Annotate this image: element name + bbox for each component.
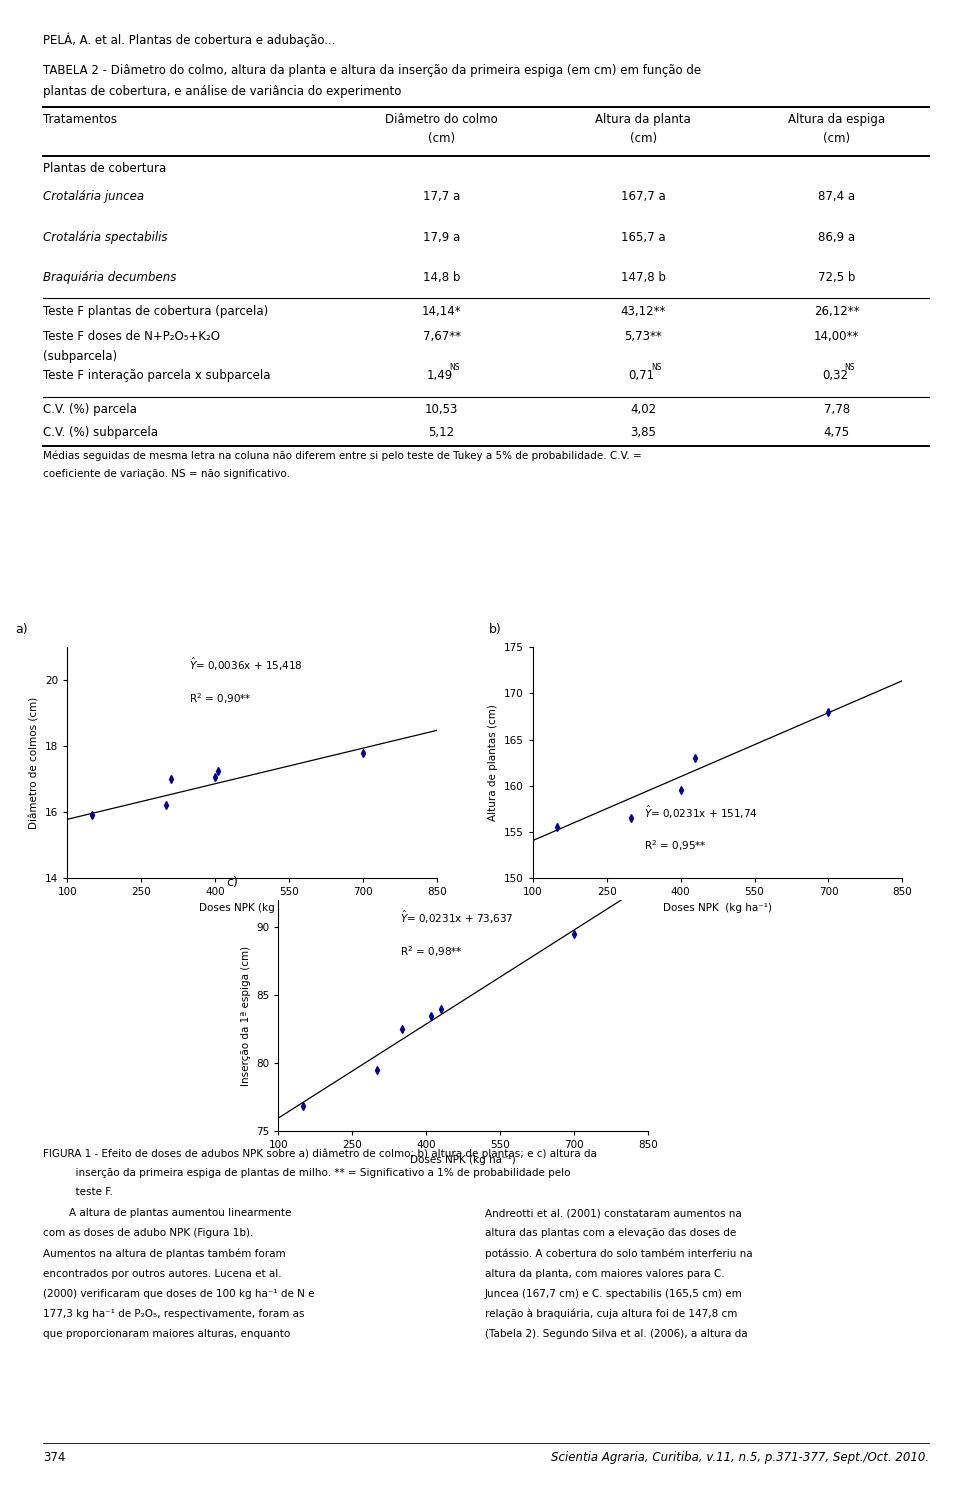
Text: 14,00**: 14,00** <box>814 330 859 344</box>
Text: Crotalária spectabilis: Crotalária spectabilis <box>43 231 168 244</box>
Y-axis label: Altura de plantas (cm): Altura de plantas (cm) <box>489 704 498 821</box>
Text: Plantas de cobertura: Plantas de cobertura <box>43 162 166 176</box>
Text: altura das plantas com a elevação das doses de: altura das plantas com a elevação das do… <box>485 1229 736 1238</box>
Text: C.V. (%) subparcela: C.V. (%) subparcela <box>43 426 158 439</box>
Text: 5,12: 5,12 <box>428 426 455 439</box>
Text: Teste F interação parcela x subparcela: Teste F interação parcela x subparcela <box>43 369 271 382</box>
Text: (2000) verificaram que doses de 100 kg ha⁻¹ de N e: (2000) verificaram que doses de 100 kg h… <box>43 1289 315 1299</box>
Text: Andreotti et al. (2001) constataram aumentos na: Andreotti et al. (2001) constataram aume… <box>485 1208 741 1219</box>
Text: 165,7 a: 165,7 a <box>621 231 665 244</box>
Text: 7,78: 7,78 <box>824 403 850 417</box>
Text: 43,12**: 43,12** <box>620 305 666 318</box>
Text: R$^2$ = 0,95**: R$^2$ = 0,95** <box>644 838 707 853</box>
Text: Crotalária juncea: Crotalária juncea <box>43 190 144 204</box>
Text: Teste F plantas de cobertura (parcela): Teste F plantas de cobertura (parcela) <box>43 305 269 318</box>
Text: 86,9 a: 86,9 a <box>818 231 855 244</box>
Text: (cm): (cm) <box>630 132 657 146</box>
X-axis label: Doses NPK  (kg ha⁻¹): Doses NPK (kg ha⁻¹) <box>663 903 772 912</box>
Text: 4,75: 4,75 <box>824 426 850 439</box>
Text: Médias seguidas de mesma letra na coluna não diferem entre si pelo teste de Tuke: Médias seguidas de mesma letra na coluna… <box>43 451 642 461</box>
Text: NS: NS <box>651 363 661 372</box>
Text: TABELA 2 - Diâmetro do colmo, altura da planta e altura da inserção da primeira : TABELA 2 - Diâmetro do colmo, altura da … <box>43 64 702 77</box>
Text: Juncea (167,7 cm) e C. spectabilis (165,5 cm) em: Juncea (167,7 cm) e C. spectabilis (165,… <box>485 1289 742 1299</box>
Text: Braquiária decumbens: Braquiária decumbens <box>43 271 177 284</box>
Text: $\hat{Y}$= 0,0036x + 15,418: $\hat{Y}$= 0,0036x + 15,418 <box>189 656 302 674</box>
Text: NS: NS <box>845 363 855 372</box>
Text: 87,4 a: 87,4 a <box>818 190 855 204</box>
Text: 26,12**: 26,12** <box>814 305 859 318</box>
Text: (cm): (cm) <box>428 132 455 146</box>
Text: Scientia Agraria, Curitiba, v.11, n.5, p.371-377, Sept./Oct. 2010.: Scientia Agraria, Curitiba, v.11, n.5, p… <box>551 1451 929 1464</box>
Text: A altura de plantas aumentou linearmente: A altura de plantas aumentou linearmente <box>43 1208 292 1219</box>
Text: 4,02: 4,02 <box>630 403 657 417</box>
X-axis label: Doses NPK (kg ha⁻¹): Doses NPK (kg ha⁻¹) <box>199 903 305 912</box>
Text: $\hat{Y}$= 0,0231x + 151,74: $\hat{Y}$= 0,0231x + 151,74 <box>644 804 757 821</box>
Text: 17,7 a: 17,7 a <box>423 190 460 204</box>
Text: (Tabela 2). Segundo Silva et al. (2006), a altura da: (Tabela 2). Segundo Silva et al. (2006),… <box>485 1329 748 1339</box>
Text: R$^2$ = 0,98**: R$^2$ = 0,98** <box>400 943 463 958</box>
Text: a): a) <box>15 623 28 637</box>
Text: 147,8 b: 147,8 b <box>621 271 665 284</box>
Text: Diâmetro do colmo: Diâmetro do colmo <box>385 113 498 126</box>
Text: 14,14*: 14,14* <box>421 305 462 318</box>
Text: $\hat{Y}$= 0,0231x + 73,637: $\hat{Y}$= 0,0231x + 73,637 <box>400 909 514 927</box>
Text: 5,73**: 5,73** <box>624 330 662 344</box>
Y-axis label: Diâmetro de colmos (cm): Diâmetro de colmos (cm) <box>30 696 39 829</box>
Text: 7,67**: 7,67** <box>422 330 461 344</box>
Text: que proporcionaram maiores alturas, enquanto: que proporcionaram maiores alturas, enqu… <box>43 1329 291 1339</box>
Text: 167,7 a: 167,7 a <box>621 190 665 204</box>
Text: Tratamentos: Tratamentos <box>43 113 117 126</box>
Text: Altura da planta: Altura da planta <box>595 113 691 126</box>
Text: com as doses de adubo NPK (Figura 1b).: com as doses de adubo NPK (Figura 1b). <box>43 1229 253 1238</box>
Text: 10,53: 10,53 <box>425 403 458 417</box>
Text: C.V. (%) parcela: C.V. (%) parcela <box>43 403 137 417</box>
Text: Aumentos na altura de plantas também foram: Aumentos na altura de plantas também for… <box>43 1248 286 1259</box>
Text: 177,3 kg ha⁻¹ de P₂O₅, respectivamente, foram as: 177,3 kg ha⁻¹ de P₂O₅, respectivamente, … <box>43 1309 304 1318</box>
Text: 72,5 b: 72,5 b <box>818 271 855 284</box>
Text: encontrados por outros autores. Lucena et al.: encontrados por outros autores. Lucena e… <box>43 1268 282 1278</box>
Text: 374: 374 <box>43 1451 65 1464</box>
Text: 1,49: 1,49 <box>427 369 453 382</box>
X-axis label: Doses NPK (kg ha⁻¹): Doses NPK (kg ha⁻¹) <box>410 1156 516 1165</box>
Text: b): b) <box>489 623 501 637</box>
Text: 14,8 b: 14,8 b <box>423 271 460 284</box>
Text: relação à braquiária, cuja altura foi de 147,8 cm: relação à braquiária, cuja altura foi de… <box>485 1309 737 1320</box>
Text: plantas de cobertura, e análise de variância do experimento: plantas de cobertura, e análise de variâ… <box>43 85 401 98</box>
Text: altura da planta, com maiores valores para C.: altura da planta, com maiores valores pa… <box>485 1268 725 1278</box>
Text: c): c) <box>227 876 238 890</box>
Text: Teste F doses de N+P₂O₅+K₂O: Teste F doses de N+P₂O₅+K₂O <box>43 330 220 344</box>
Y-axis label: Inserção da 1ª espiga (cm): Inserção da 1ª espiga (cm) <box>241 945 251 1086</box>
Text: coeficiente de variação. NS = não significativo.: coeficiente de variação. NS = não signif… <box>43 469 290 479</box>
Text: 0,32: 0,32 <box>822 369 849 382</box>
Text: PELÁ, A. et al. Plantas de cobertura e adubação...: PELÁ, A. et al. Plantas de cobertura e a… <box>43 33 336 48</box>
Text: inserção da primeira espiga de plantas de milho. ** = Significativo a 1% de prob: inserção da primeira espiga de plantas d… <box>43 1168 570 1178</box>
Text: R$^2$ = 0,90**: R$^2$ = 0,90** <box>189 690 252 705</box>
Text: teste F.: teste F. <box>43 1187 113 1198</box>
Text: (subparcela): (subparcela) <box>43 350 117 363</box>
Text: FIGURA 1 - Efeito de doses de adubos NPK sobre a) diâmetro de colmo; b) altura d: FIGURA 1 - Efeito de doses de adubos NPK… <box>43 1149 597 1159</box>
Text: 0,71: 0,71 <box>629 369 655 382</box>
Text: Altura da espiga: Altura da espiga <box>788 113 885 126</box>
Text: (cm): (cm) <box>823 132 851 146</box>
Text: 17,9 a: 17,9 a <box>423 231 460 244</box>
Text: potássio. A cobertura do solo também interferiu na: potássio. A cobertura do solo também int… <box>485 1248 753 1259</box>
Text: NS: NS <box>449 363 460 372</box>
Text: 3,85: 3,85 <box>631 426 656 439</box>
